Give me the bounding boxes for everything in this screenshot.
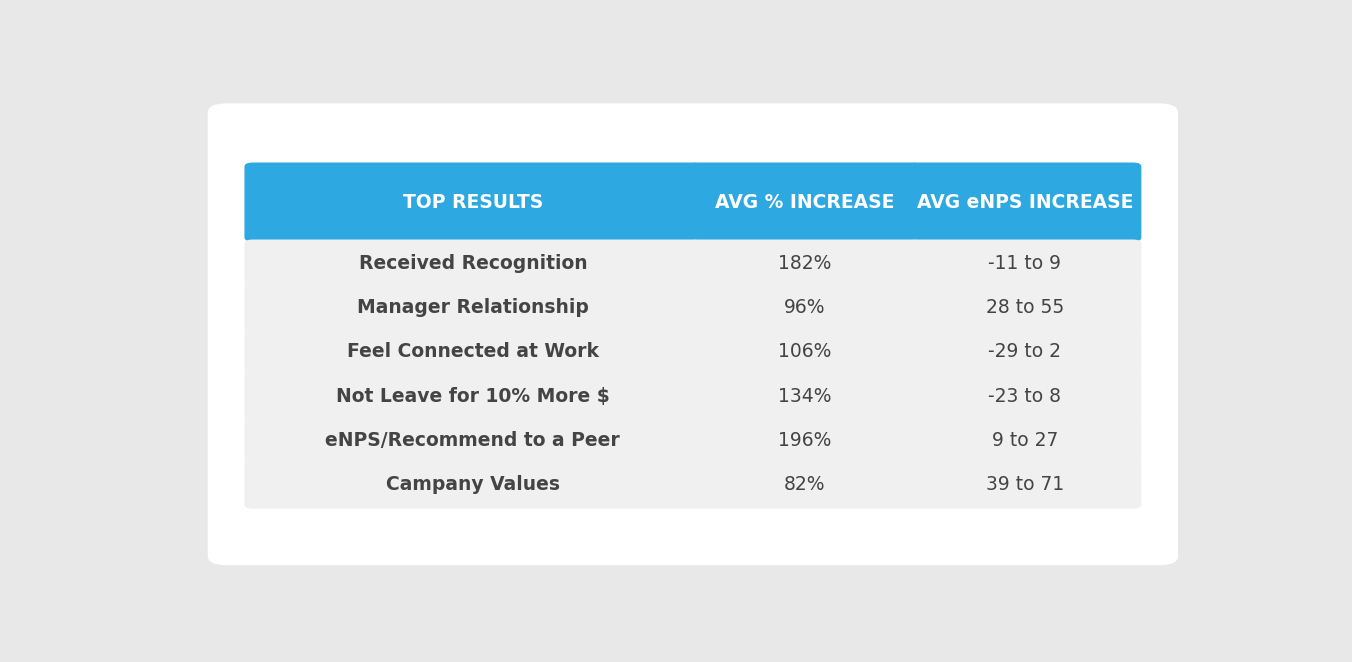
FancyBboxPatch shape bbox=[909, 162, 1141, 242]
FancyBboxPatch shape bbox=[245, 284, 702, 332]
Text: Received Recognition: Received Recognition bbox=[358, 254, 587, 273]
Text: eNPS/Recommend to a Peer: eNPS/Recommend to a Peer bbox=[326, 431, 621, 450]
FancyBboxPatch shape bbox=[690, 328, 921, 376]
Text: 96%: 96% bbox=[784, 299, 826, 317]
Text: -29 to 2: -29 to 2 bbox=[988, 342, 1061, 361]
FancyBboxPatch shape bbox=[690, 372, 921, 420]
Text: -11 to 9: -11 to 9 bbox=[988, 254, 1061, 273]
Text: Manager Relationship: Manager Relationship bbox=[357, 299, 588, 317]
Text: 82%: 82% bbox=[784, 475, 826, 494]
FancyBboxPatch shape bbox=[245, 372, 702, 420]
FancyBboxPatch shape bbox=[690, 460, 921, 508]
FancyBboxPatch shape bbox=[909, 284, 1141, 332]
Text: Not Leave for 10% More $: Not Leave for 10% More $ bbox=[335, 387, 610, 406]
FancyBboxPatch shape bbox=[245, 460, 702, 508]
Text: 196%: 196% bbox=[779, 431, 831, 450]
FancyBboxPatch shape bbox=[909, 240, 1141, 288]
FancyBboxPatch shape bbox=[909, 328, 1141, 376]
FancyBboxPatch shape bbox=[690, 240, 921, 288]
FancyBboxPatch shape bbox=[245, 328, 702, 376]
Text: TOP RESULTS: TOP RESULTS bbox=[403, 193, 544, 212]
Text: 9 to 27: 9 to 27 bbox=[992, 431, 1059, 450]
FancyBboxPatch shape bbox=[245, 416, 702, 465]
Text: 28 to 55: 28 to 55 bbox=[986, 299, 1064, 317]
Text: 39 to 71: 39 to 71 bbox=[986, 475, 1064, 494]
FancyBboxPatch shape bbox=[690, 416, 921, 465]
Text: 134%: 134% bbox=[779, 387, 831, 406]
FancyBboxPatch shape bbox=[245, 162, 702, 242]
FancyBboxPatch shape bbox=[909, 460, 1141, 508]
FancyBboxPatch shape bbox=[690, 284, 921, 332]
FancyBboxPatch shape bbox=[909, 372, 1141, 420]
FancyBboxPatch shape bbox=[245, 240, 702, 288]
FancyBboxPatch shape bbox=[208, 103, 1178, 565]
Text: 106%: 106% bbox=[779, 342, 831, 361]
Text: Feel Connected at Work: Feel Connected at Work bbox=[347, 342, 599, 361]
Text: AVG eNPS INCREASE: AVG eNPS INCREASE bbox=[917, 193, 1133, 212]
Text: 182%: 182% bbox=[779, 254, 831, 273]
FancyBboxPatch shape bbox=[690, 162, 921, 242]
FancyBboxPatch shape bbox=[909, 416, 1141, 465]
Text: Campany Values: Campany Values bbox=[385, 475, 560, 494]
Text: -23 to 8: -23 to 8 bbox=[988, 387, 1061, 406]
Text: AVG % INCREASE: AVG % INCREASE bbox=[715, 193, 895, 212]
